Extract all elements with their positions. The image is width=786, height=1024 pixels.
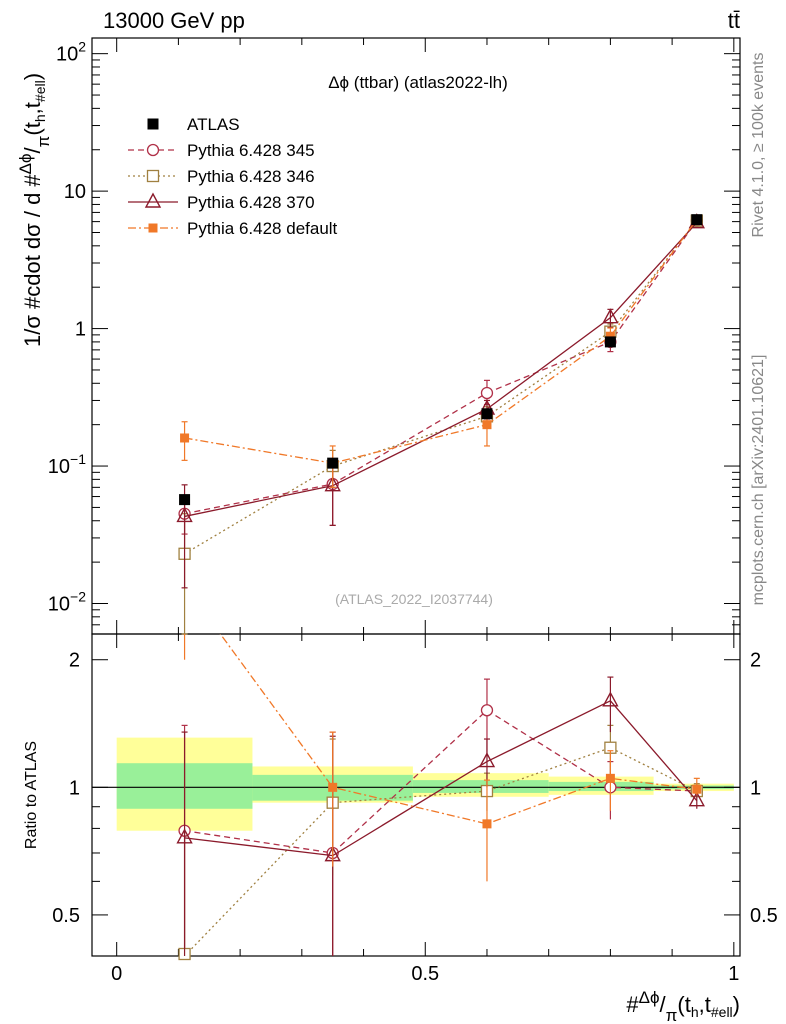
atlas-point xyxy=(179,494,191,506)
y-tick-label: 1 xyxy=(75,319,86,341)
ratio-point-pythia-6-428-370 xyxy=(176,828,193,844)
ratio-point-pythia-6-428-345 xyxy=(480,704,494,717)
legend-label-pythia-6-428-346: Pythia 6.428 346 xyxy=(187,167,315,186)
ratio-point-pythia-6-428-default xyxy=(328,782,338,792)
ratio-line-pythia-6-428-346 xyxy=(184,747,698,956)
plot-title: Δϕ (ttbar) (atlas2022-lh) xyxy=(328,73,508,92)
x-axis-label: #Δϕ/π(th,t#ell) xyxy=(626,988,740,1024)
point-pythia-6-428-default xyxy=(605,331,615,341)
atlas-point xyxy=(481,408,493,420)
line-pythia-6-428-370 xyxy=(184,222,698,518)
ratio-axis-label: Ratio to ATLAS xyxy=(23,741,40,849)
x-tick-label: 0.5 xyxy=(411,963,439,985)
ratio-line-pythia-6-428-default xyxy=(219,634,697,825)
point-pythia-6-428-default xyxy=(482,420,492,430)
axes: 0 0.5 1 10−2 10−1 1 10 102 0.5 0.5 1 1 2 2 xyxy=(48,37,778,985)
header-process: tt̄ xyxy=(728,8,740,33)
point-pythia-6-428-370 xyxy=(602,308,619,324)
x-tick-label: 1 xyxy=(728,963,739,985)
line-pythia-6-428-346 xyxy=(184,220,698,555)
y-tick-label: 102 xyxy=(56,39,86,66)
ratio-band-green xyxy=(412,780,549,793)
legend-label-pythia-6-428-345: Pythia 6.428 345 xyxy=(187,141,315,160)
legend-marker-atlas xyxy=(147,118,159,130)
legend-marker-pythia-6-428-370 xyxy=(144,192,162,208)
ratio-point-pythia-6-428-default xyxy=(605,773,615,783)
atlas-point xyxy=(691,214,703,226)
ratio-plot-frame xyxy=(91,633,741,957)
mcplots-credit: mcplots.cern.ch [arXiv:2401.10621] xyxy=(750,355,767,606)
x-tick-label: 0 xyxy=(111,963,122,985)
series-layer xyxy=(176,213,705,961)
y-tick-label: 10−1 xyxy=(48,451,86,478)
atlas-point xyxy=(327,457,339,469)
ratio-tick-label-right: 1 xyxy=(750,777,761,799)
ratio-point-pythia-6-428-370 xyxy=(478,752,496,768)
ratio-tick-label-left: 2 xyxy=(69,650,80,672)
point-pythia-6-428-default xyxy=(180,433,190,443)
legend-marker-pythia-6-428-default xyxy=(148,223,158,233)
point-pythia-6-428-345 xyxy=(480,386,494,400)
ratio-tick-label-right: 0.5 xyxy=(750,905,778,927)
y-tick-label: 10 xyxy=(64,181,86,203)
header-title: 13000 GeV pp xyxy=(103,8,245,33)
ratio-band-green xyxy=(548,781,654,792)
legend-marker-pythia-6-428-346 xyxy=(146,169,160,183)
analysis-watermark: (ATLAS_2022_I2037744) xyxy=(335,591,493,607)
legend-marker-pythia-6-428-345 xyxy=(146,143,160,157)
legend-label-pythia-6-428-370: Pythia 6.428 370 xyxy=(187,193,315,212)
ratio-point-pythia-6-428-default xyxy=(482,819,492,829)
point-pythia-6-428-370 xyxy=(324,476,341,492)
legend-label-pythia-6-428-default: Pythia 6.428 default xyxy=(187,219,338,238)
ratio-point-pythia-6-428-370 xyxy=(602,691,619,707)
atlas-point xyxy=(604,336,616,348)
line-pythia-6-428-default xyxy=(184,219,698,464)
rivet-version: Rivet 4.1.0, ≥ 100k events xyxy=(750,53,767,238)
point-pythia-6-428-370 xyxy=(176,506,193,523)
line-pythia-6-428-345 xyxy=(184,220,698,515)
ratio-line-pythia-6-428-345 xyxy=(184,709,697,854)
ratio-tick-label-left: 1 xyxy=(69,777,80,799)
legend-label-atlas: ATLAS xyxy=(187,115,240,134)
legend: ATLAS Pythia 6.428 345 Pythia 6.428 346 Pyt… xyxy=(128,115,338,238)
ratio-tick-label-right: 2 xyxy=(750,650,761,672)
ratio-bands xyxy=(116,737,734,831)
ratio-point-pythia-6-428-default xyxy=(692,784,702,794)
ratio-point-pythia-6-428-370 xyxy=(688,791,705,807)
y-axis-label: 1/σ #cdot dσ / d #Δϕ/π(th,t#ell) xyxy=(16,73,53,347)
y-tick-label: 10−2 xyxy=(48,589,86,616)
ratio-tick-label-left: 0.5 xyxy=(52,905,80,927)
